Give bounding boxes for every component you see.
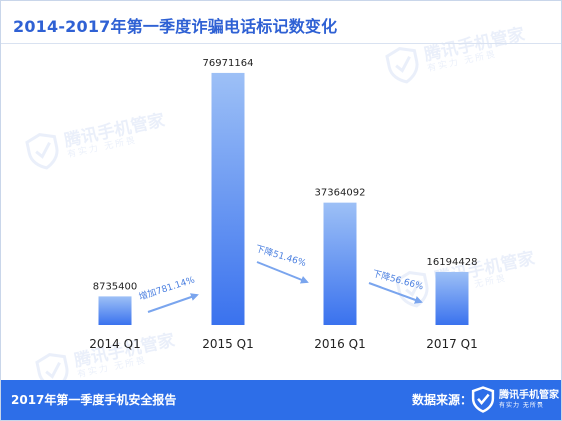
report-title: 2017年第一季度手机安全报告 (11, 393, 177, 407)
data-label: 37364092 (315, 188, 366, 199)
data-label: 16194428 (427, 257, 478, 268)
bar (435, 271, 469, 325)
change-arrow (368, 282, 423, 304)
data-source-label: 数据来源： (412, 393, 473, 407)
shield-check-icon (471, 386, 495, 413)
x-tick-label: 2017 Q1 (426, 337, 477, 351)
bar (211, 72, 245, 326)
x-tick-label: 2014 Q1 (89, 337, 140, 351)
change-arrow (147, 293, 199, 313)
data-label: 76971164 (203, 58, 254, 69)
x-tick-label: 2016 Q1 (314, 337, 365, 351)
logo-slogan: 有实力 无所畏 (499, 401, 544, 409)
change-arrow (256, 261, 309, 284)
bar-chart: 8735400 2014 Q1 76971164 2015 Q1 37364092 201… (89, 58, 478, 351)
brand-logo: 腾讯手机管家 有实力 无所畏 (471, 386, 559, 413)
change-label: 下降51.46% (254, 242, 308, 269)
title-divider (1, 43, 561, 44)
chart-title: 2014-2017年第一季度诈骗电话标记数变化 (13, 17, 338, 36)
change-label: 下降56.66% (371, 267, 425, 292)
x-tick-label: 2015 Q1 (202, 337, 253, 351)
logo-brand: 腾讯手机管家 (499, 389, 559, 401)
bar (98, 296, 132, 325)
bar (323, 202, 357, 325)
footer-bar: 2017年第一季度手机安全报告 数据来源： 腾讯手机管家 有实力 无所畏 (1, 380, 561, 420)
data-label: 8735400 (93, 281, 138, 292)
